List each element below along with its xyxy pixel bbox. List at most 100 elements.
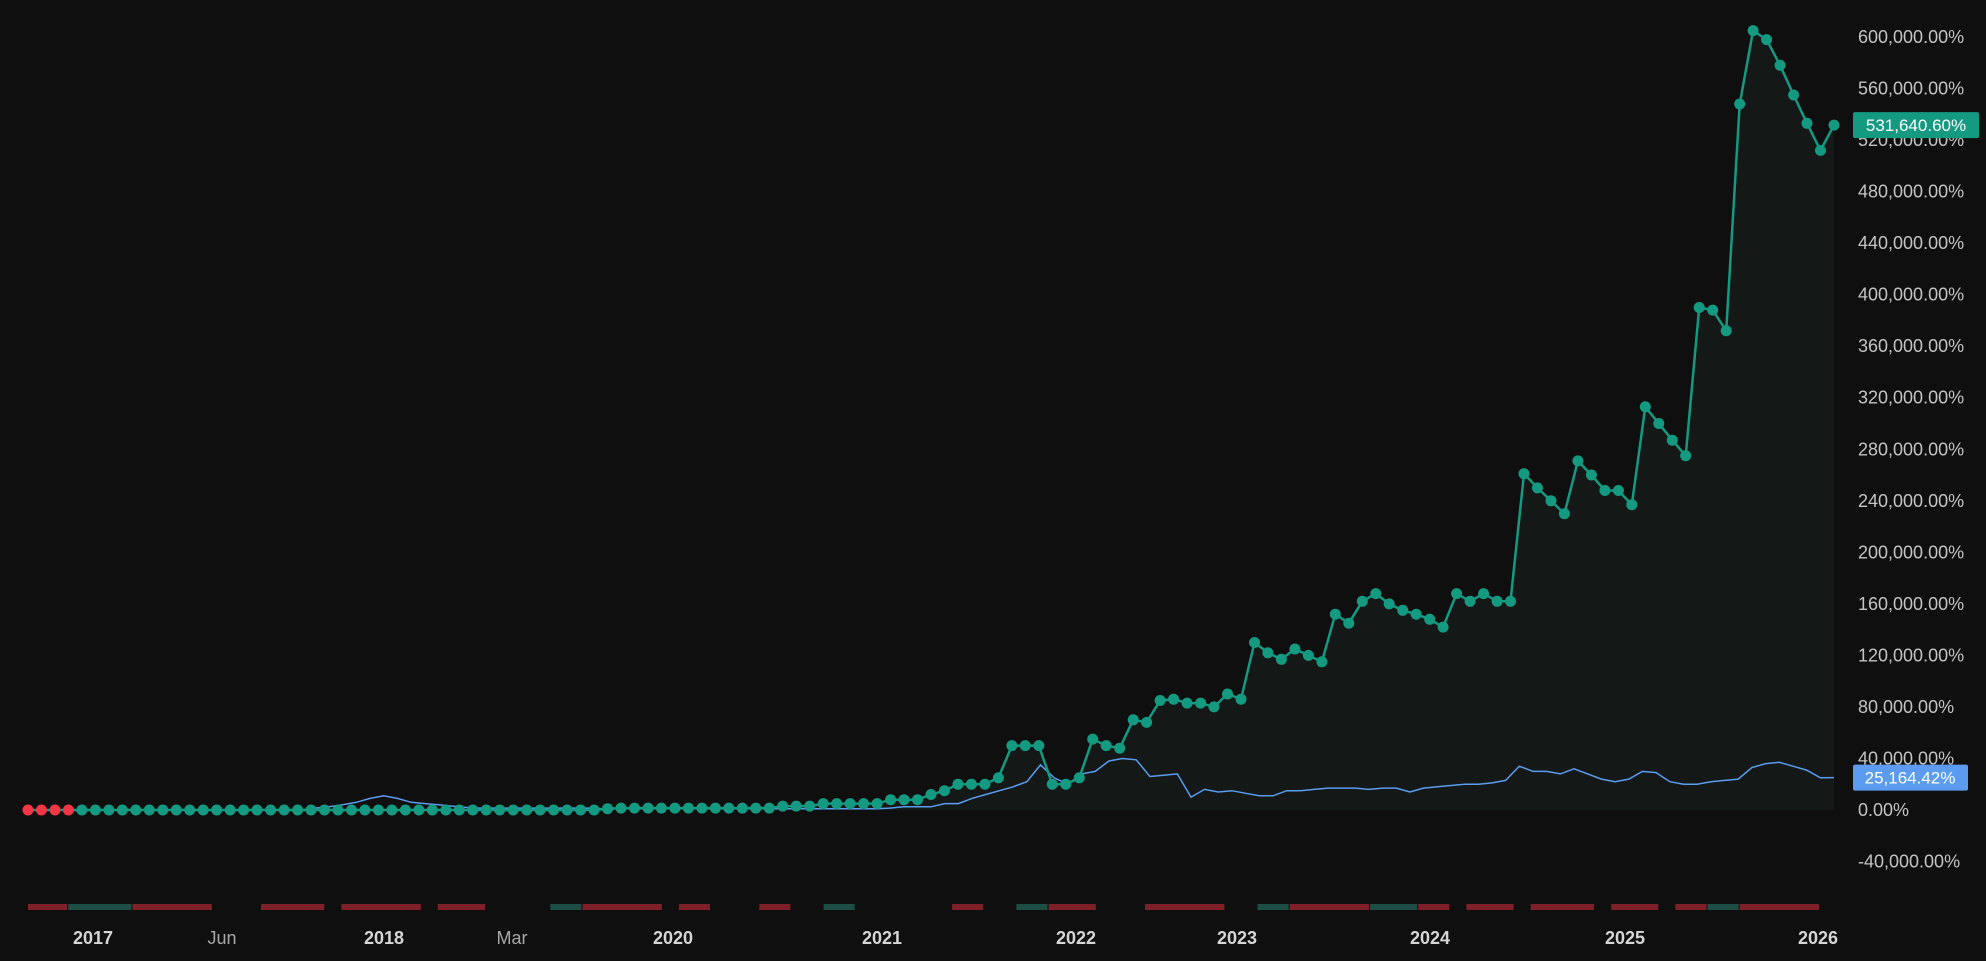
benchmark-line bbox=[28, 757, 1835, 811]
data-point bbox=[1666, 434, 1678, 446]
data-point bbox=[912, 794, 923, 806]
data-point bbox=[709, 802, 721, 814]
period-bar-up bbox=[1016, 904, 1048, 910]
data-point bbox=[858, 798, 870, 810]
data-point bbox=[332, 804, 344, 816]
data-point bbox=[1383, 598, 1395, 610]
data-point bbox=[750, 802, 762, 814]
data-point bbox=[467, 804, 479, 816]
data-point bbox=[561, 804, 573, 816]
data-point bbox=[1437, 621, 1449, 633]
x-tick-label: 2022 bbox=[1056, 928, 1096, 948]
x-tick-label: 2024 bbox=[1410, 928, 1450, 948]
data-point bbox=[1114, 742, 1126, 754]
data-point bbox=[642, 802, 654, 814]
y-tick-label: 40,000.00% bbox=[1858, 748, 1954, 768]
data-point bbox=[1464, 595, 1476, 607]
data-point bbox=[817, 798, 829, 810]
data-point bbox=[939, 785, 950, 797]
x-tick-label: 2026 bbox=[1798, 928, 1838, 948]
data-point bbox=[1491, 595, 1503, 607]
primary-last-value-badge bbox=[1853, 112, 1979, 139]
data-point bbox=[197, 804, 209, 816]
data-point bbox=[1100, 740, 1112, 752]
data-point bbox=[76, 804, 88, 816]
y-tick-label: 280,000.00% bbox=[1858, 439, 1964, 459]
data-point bbox=[413, 804, 425, 816]
last-value-badges: 531,640.60% 25,164.42% bbox=[1853, 112, 1979, 791]
data-point bbox=[359, 804, 371, 816]
data-point bbox=[1505, 595, 1516, 607]
data-point bbox=[871, 798, 883, 810]
data-point bbox=[1801, 117, 1813, 129]
y-tick-label: 360,000.00% bbox=[1858, 336, 1964, 356]
data-point bbox=[22, 804, 34, 816]
y-tick-label: 80,000.00% bbox=[1858, 697, 1954, 717]
data-point bbox=[1397, 604, 1409, 616]
data-point bbox=[507, 804, 519, 816]
data-point bbox=[1302, 649, 1314, 661]
x-axis: 2017 Jun 2018 Mar 2020 2021 2022 2023 2024 2025 20… bbox=[73, 928, 1838, 948]
data-point bbox=[885, 794, 897, 806]
period-bar-down bbox=[1289, 904, 1369, 910]
y-axis: -40,000.00% 0.00% 40,000.00% 80,000.00% 120,… bbox=[1858, 27, 1964, 872]
primary-area bbox=[28, 30, 1834, 811]
data-point bbox=[844, 798, 856, 810]
data-point bbox=[1518, 468, 1530, 480]
y-tick-label: 400,000.00% bbox=[1858, 285, 1964, 305]
data-point bbox=[965, 778, 977, 790]
data-point bbox=[1788, 89, 1800, 101]
y-tick-label: 0.00% bbox=[1858, 800, 1909, 820]
data-point bbox=[1127, 714, 1139, 726]
period-bar-up bbox=[1257, 904, 1289, 910]
data-point bbox=[1168, 693, 1180, 705]
benchmark-series bbox=[28, 757, 1835, 811]
period-bar-down bbox=[582, 904, 662, 910]
data-point bbox=[1424, 613, 1436, 625]
y-tick-label: 120,000.00% bbox=[1858, 645, 1964, 665]
data-point bbox=[346, 804, 357, 816]
data-point bbox=[1249, 637, 1260, 648]
data-point bbox=[49, 804, 61, 816]
x-tick-label: 2025 bbox=[1605, 928, 1645, 948]
data-point bbox=[1073, 772, 1085, 784]
data-point bbox=[1828, 119, 1840, 131]
data-point bbox=[1289, 643, 1301, 655]
data-point bbox=[130, 804, 142, 816]
data-point bbox=[211, 804, 223, 816]
data-point bbox=[426, 804, 438, 816]
data-point bbox=[1316, 656, 1328, 668]
data-point bbox=[386, 804, 398, 816]
data-point bbox=[1545, 495, 1557, 507]
data-point bbox=[251, 804, 263, 816]
data-point bbox=[157, 804, 169, 816]
data-point bbox=[238, 804, 250, 816]
data-point bbox=[1006, 740, 1018, 752]
data-point bbox=[224, 804, 236, 816]
data-point bbox=[1774, 59, 1786, 71]
period-bar-down bbox=[678, 904, 710, 910]
data-point bbox=[804, 800, 816, 812]
data-point bbox=[1558, 508, 1570, 520]
data-point bbox=[480, 804, 492, 816]
data-point bbox=[1626, 499, 1638, 511]
y-tick-label: 240,000.00% bbox=[1858, 491, 1964, 511]
data-point bbox=[992, 772, 1004, 784]
period-bar-up bbox=[1707, 904, 1739, 910]
data-point bbox=[1222, 688, 1233, 700]
y-tick-label: -40,000.00% bbox=[1858, 852, 1960, 872]
period-bar-down bbox=[437, 904, 485, 910]
data-point bbox=[952, 778, 964, 790]
data-point bbox=[278, 804, 290, 816]
x-tick-label: 2021 bbox=[862, 928, 902, 948]
data-point bbox=[1329, 608, 1341, 620]
x-tick-label: 2018 bbox=[364, 928, 404, 948]
y-tick-label: 560,000.00% bbox=[1858, 79, 1964, 99]
data-point bbox=[1181, 697, 1193, 709]
data-point bbox=[1585, 469, 1597, 481]
data-point bbox=[1141, 716, 1153, 728]
data-point bbox=[1734, 98, 1746, 110]
y-tick-label: 320,000.00% bbox=[1858, 388, 1964, 408]
